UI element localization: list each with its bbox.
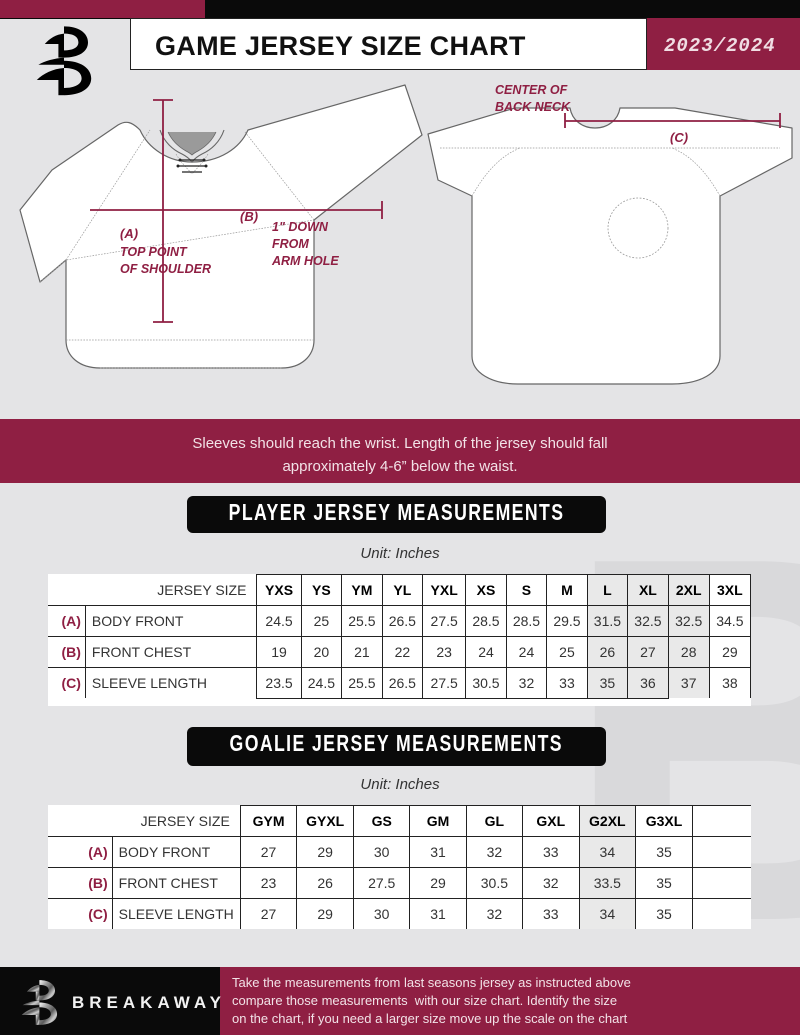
svg-text:CENTER OF: CENTER OF <box>495 83 568 97</box>
svg-text:BACK NECK: BACK NECK <box>495 100 571 114</box>
svg-text:(C): (C) <box>670 130 688 145</box>
